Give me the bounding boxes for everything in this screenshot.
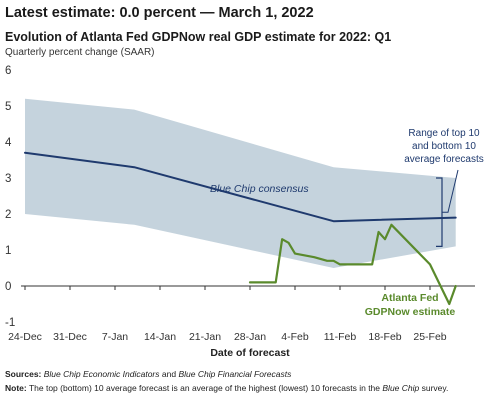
chart-title: Evolution of Atlanta Fed GDPNow real GDP…	[5, 30, 392, 44]
note-label: Note:	[5, 383, 27, 393]
note-line: Note: The top (bottom) 10 average foreca…	[5, 383, 448, 393]
x-tick-label: 4-Feb	[281, 331, 309, 343]
consensus-series-label: Blue Chip consensus	[210, 183, 309, 195]
x-tick-label: 24-Dec	[8, 331, 42, 343]
x-tick-label: 7-Jan	[102, 331, 128, 343]
sources-line: Sources: Blue Chip Economic Indicators a…	[5, 369, 291, 379]
blue-chip-consensus-line	[24, 151, 457, 223]
sources-publication-1: Blue Chip Economic Indicators	[43, 369, 160, 379]
y-tick-label: 4	[5, 137, 12, 149]
note-text: The top (bottom) 10 average forecast is …	[28, 383, 381, 393]
x-tick-label: 21-Jan	[189, 331, 221, 343]
latest-estimate-date: March 1, 2022	[218, 5, 314, 21]
headline-separator: —	[200, 5, 215, 21]
y-tick-label: 1	[5, 245, 11, 257]
y-tick-label: 3	[5, 173, 11, 185]
y-tick-label: 2	[5, 209, 11, 221]
gdpnow-label-line-1: Atlanta Fed	[381, 292, 438, 304]
gdpnow-label-line-2: GDPNow estimate	[365, 306, 456, 318]
y-tick-label: -1	[5, 317, 15, 329]
y-tick-label: 5	[5, 101, 11, 113]
sources-and: and	[161, 369, 177, 379]
x-tick-label: 28-Jan	[234, 331, 266, 343]
chart-subtitle: Quarterly percent change (SAAR)	[5, 47, 155, 58]
latest-estimate-value: 0.0 percent	[119, 5, 197, 21]
x-tick-label: 18-Feb	[368, 331, 401, 343]
x-tick-label: 31-Dec	[53, 331, 87, 343]
range-label-line-1: Range of top 10	[408, 128, 480, 139]
range-leader-line	[442, 169, 459, 213]
latest-estimate-headline: Latest estimate: 0.0 percent — March 1, 20…	[5, 5, 314, 21]
note-end: survey.	[421, 383, 449, 393]
x-tick-label: 25-Feb	[413, 331, 446, 343]
x-axis-title: Date of forecast	[210, 347, 290, 359]
range-label-line-3: average forecasts	[404, 154, 484, 165]
x-tick-label: 11-Feb	[324, 331, 357, 343]
y-tick-label: 0	[5, 281, 11, 293]
sources-label: Sources:	[5, 369, 42, 379]
forecast-range-band	[25, 98, 456, 268]
y-tick-label: 6	[5, 65, 11, 77]
note-italic: Blue Chip	[382, 383, 420, 393]
sources-publication-2: Blue Chip Financial Forecasts	[178, 369, 292, 379]
range-label-line-2: and bottom 10	[412, 141, 476, 152]
range-label-background	[392, 124, 496, 168]
gdpnow-estimate-line	[248, 223, 457, 306]
x-tick-label: 14-Jan	[144, 331, 176, 343]
latest-estimate-label: Latest estimate:	[5, 5, 116, 21]
